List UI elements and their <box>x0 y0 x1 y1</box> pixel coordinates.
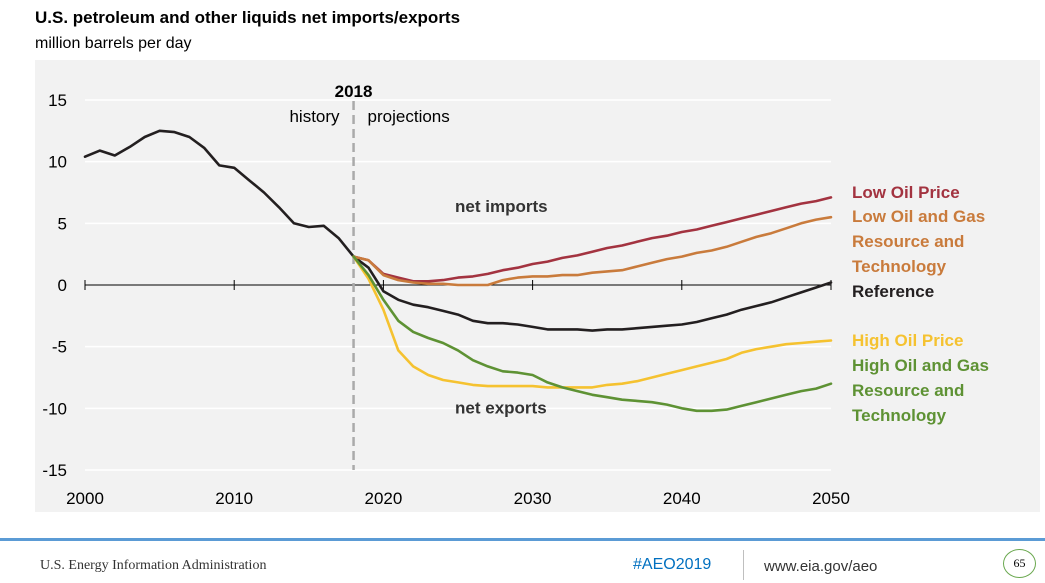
footer-rule <box>0 538 1045 541</box>
x-tick-label: 2050 <box>812 489 850 508</box>
legend-label-high-oil-price: High Oil Price <box>852 331 963 350</box>
chart-subtitle: million barrels per day <box>35 35 192 52</box>
line-chart: 15 10 5 0 -5 -10 -15 2000 2010 2020 2030 2040 2050 20… <box>42 82 989 508</box>
annotation-net-exports: net exports <box>455 398 547 417</box>
annotation-net-imports: net imports <box>455 197 548 216</box>
y-tick-label: -15 <box>42 461 67 480</box>
legend-label-high-oil-gas-resource: High Oil and Gas <box>852 356 989 375</box>
x-tick-label: 2000 <box>66 489 104 508</box>
legend-label-high-oil-gas-resource: Technology <box>852 406 947 425</box>
y-tick-label: 5 <box>58 214 67 233</box>
x-tick-label: 2020 <box>364 489 402 508</box>
x-tick-label: 2040 <box>663 489 701 508</box>
series-line-reference <box>83 129 833 332</box>
legend-label-reference: Reference <box>852 282 934 301</box>
y-tick-label: 15 <box>48 91 67 110</box>
x-tick-label: 2010 <box>215 489 253 508</box>
y-tick-label: 10 <box>48 153 67 172</box>
projections-label: projections <box>368 107 450 126</box>
footer-divider <box>743 550 744 580</box>
y-tick-label: -5 <box>52 338 67 357</box>
legend-label-low-oil-gas-resource: Technology <box>852 257 947 276</box>
chart-title: U.S. petroleum and other liquids net imp… <box>35 8 461 27</box>
footer-url-link[interactable]: www.eia.gov/aeo <box>764 558 878 575</box>
y-tick-label: -10 <box>42 399 67 418</box>
footer-hashtag[interactable]: #AEO2019 <box>633 556 712 573</box>
divider-year-label: 2018 <box>335 82 373 101</box>
footer-agency: U.S. Energy Information Administration <box>40 558 267 573</box>
y-tick-label: 0 <box>58 276 67 295</box>
series-line-high-oil-gas-resource <box>352 255 833 413</box>
series-line-high-oil-price <box>352 255 833 389</box>
history-label: history <box>289 107 340 126</box>
legend-label-high-oil-gas-resource: Resource and <box>852 381 964 400</box>
series-line-low-oil-price <box>352 196 833 283</box>
series-line-low-oil-gas-resource <box>352 215 833 287</box>
x-tick-label: 2030 <box>514 489 552 508</box>
legend-label-low-oil-price: Low Oil Price <box>852 183 960 202</box>
chart-panel <box>35 60 1040 512</box>
legend-label-low-oil-gas-resource: Low Oil and Gas <box>852 207 985 226</box>
legend-label-low-oil-gas-resource: Resource and <box>852 232 964 251</box>
page-number-badge: 65 <box>1003 549 1036 578</box>
